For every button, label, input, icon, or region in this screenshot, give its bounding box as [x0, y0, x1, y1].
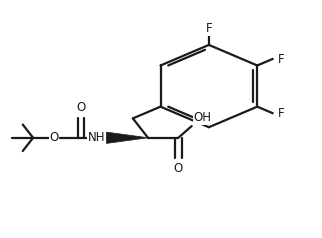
Text: O: O [76, 100, 86, 114]
Text: F: F [205, 22, 212, 35]
Polygon shape [107, 132, 148, 144]
Text: NH: NH [88, 131, 105, 144]
Text: O: O [49, 131, 59, 144]
Text: F: F [278, 53, 285, 65]
Text: OH: OH [193, 111, 211, 124]
Text: F: F [278, 107, 285, 120]
Text: O: O [174, 162, 183, 175]
